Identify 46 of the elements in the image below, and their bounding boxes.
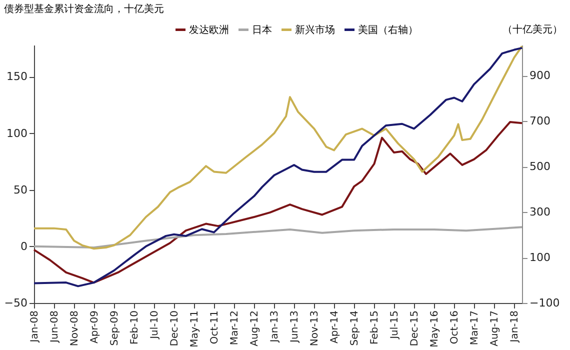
- x-tick-label: Aug-17: [490, 310, 501, 346]
- x-tick-label: Jun-08: [49, 310, 60, 344]
- x-tick-label: Dec-15: [410, 310, 421, 346]
- line-series: [33, 45, 523, 250]
- x-tick-label: Dec-10: [170, 310, 181, 346]
- legend-label: 发达欧洲: [189, 24, 229, 36]
- x-tick-label: Sep-14: [350, 310, 361, 346]
- legend-label: 美国（右轴）: [358, 24, 418, 36]
- y2-tick-label: 900: [530, 69, 550, 82]
- y2-tick-label: 100: [530, 251, 550, 264]
- x-tick-label: Oct-11: [209, 310, 220, 344]
- y-tick-label: 50: [14, 183, 28, 196]
- x-tick-label: Oct-16: [450, 310, 461, 344]
- x-tick-label: Feb-15: [370, 310, 381, 345]
- x-tick-label: Jul-10: [149, 310, 160, 340]
- y2-axis-title: （十亿美元）: [502, 24, 562, 36]
- line-series: [33, 226, 523, 249]
- x-tick-label: Jan-13: [270, 310, 281, 344]
- x-tick-label: Aug-12: [250, 310, 261, 346]
- y2-tick-label: 700: [530, 114, 550, 128]
- y-tick-label: 150: [6, 70, 28, 84]
- y-tick-label: 100: [6, 126, 28, 140]
- x-tick-label: Jun-13: [290, 310, 301, 344]
- x-tick-label: Jan-08: [30, 310, 40, 344]
- chart-title: 债券型基金累计资金流向，十亿美元: [4, 3, 164, 15]
- x-tick-label: Jul-15: [389, 310, 400, 340]
- x-tick-label: May-16: [430, 310, 441, 348]
- x-tick-label: Sep-09: [110, 310, 121, 346]
- y2-tick-label: 500: [530, 160, 550, 174]
- x-tick-label: Jan-18: [510, 310, 521, 344]
- y2-tick-label: 300: [530, 206, 550, 219]
- y2-tick-label: −100: [530, 296, 560, 310]
- x-tick-label: May-11: [189, 310, 200, 348]
- x-tick-label: Nov-13: [310, 310, 321, 346]
- x-tick-label: Nov-08: [70, 310, 81, 346]
- line-series: [33, 120, 523, 284]
- y-tick-label: 0: [20, 240, 28, 253]
- legend-label: 日本: [252, 24, 272, 36]
- x-tick-label: Apr-09: [89, 310, 100, 344]
- x-tick-label: Apr-14: [330, 310, 341, 344]
- x-tick-label: Mar-17: [470, 310, 481, 346]
- x-tick-label: Feb-10: [130, 310, 141, 345]
- y-tick-label: −50: [4, 296, 28, 310]
- legend-label: 新兴市场: [295, 24, 335, 36]
- line-series: [33, 46, 523, 288]
- x-tick-label: Mar-12: [229, 310, 240, 346]
